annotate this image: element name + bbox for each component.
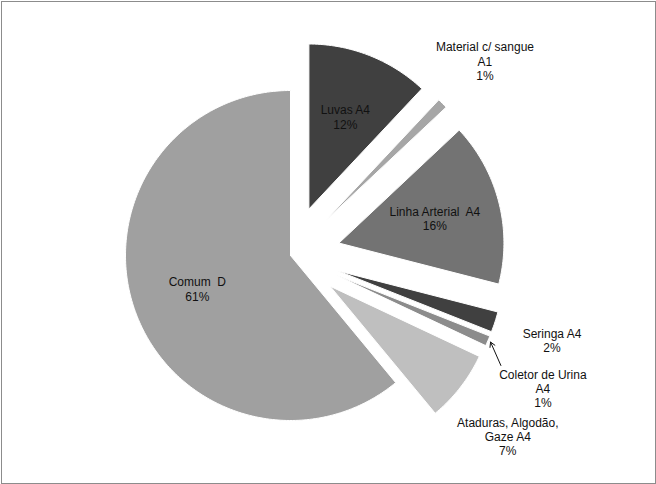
svg-text:Coletor de UrinaA41%: Coletor de UrinaA41% xyxy=(499,368,587,411)
svg-text:Luvas A412%: Luvas A412% xyxy=(321,103,371,131)
svg-text:Comum D61%: Comum D61% xyxy=(169,275,227,303)
svg-text:Linha Arterial A416%: Linha Arterial A416% xyxy=(389,205,480,233)
svg-text:Seringa A42%: Seringa A42% xyxy=(523,327,582,355)
svg-text:Ataduras, Algodão,Gaze A47%: Ataduras, Algodão,Gaze A47% xyxy=(457,416,558,459)
svg-text:Material c/ sangueA11%: Material c/ sangueA11% xyxy=(436,40,534,83)
